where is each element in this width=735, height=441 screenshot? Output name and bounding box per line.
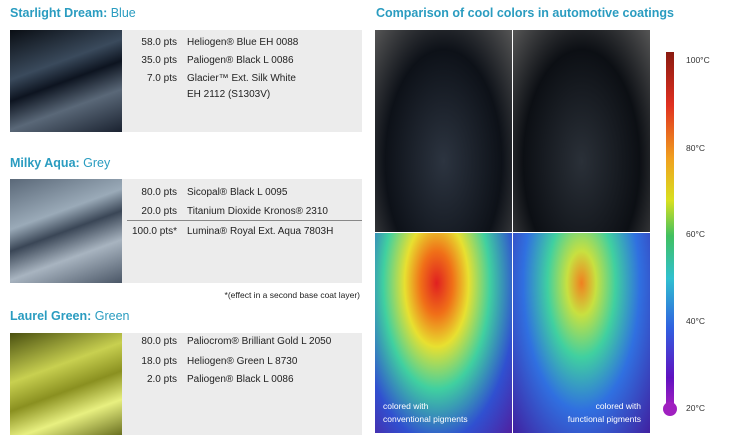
divider <box>127 220 362 221</box>
section-name: Laurel Green: <box>10 309 92 323</box>
photo-top-left <box>375 30 512 232</box>
swatch <box>10 30 122 132</box>
scale-label: 80°C <box>686 143 705 153</box>
scale-label: 100°C <box>686 55 710 65</box>
pigment: Paliogen® Black L 0086 <box>187 55 294 66</box>
pigment: Glacier™ Ext. Silk White <box>187 73 296 84</box>
pigment: Heliogen® Blue EH 0088 <box>187 37 299 48</box>
caption: functional pigments <box>567 414 641 424</box>
caption: colored with <box>383 401 429 411</box>
pigment: Paliogen® Black L 0086 <box>187 374 294 385</box>
pigment: Titanium Dioxide Kronos® 2310 <box>187 206 328 217</box>
pts: 18.0 pts <box>141 356 177 367</box>
section-name: Starlight Dream: <box>10 6 108 20</box>
pts: 35.0 pts <box>141 55 177 66</box>
color-scale <box>666 52 674 406</box>
pigment: EH 2112 (S1303V) <box>187 89 271 100</box>
pigment: Paliocrom® Brilliant Gold L 2050 <box>187 336 332 347</box>
pts: 2.0 pts <box>146 374 177 385</box>
section-shade: Green <box>91 309 130 323</box>
caption: colored with <box>595 401 641 411</box>
pts: 7.0 pts <box>146 73 177 84</box>
note: *(effect in a second base coat layer) <box>224 290 360 300</box>
pigment: Sicopal® Black L 0095 <box>187 187 288 198</box>
pts: 100.0 pts* <box>131 226 177 237</box>
swatch <box>10 333 122 435</box>
scale-label: 40°C <box>686 316 705 326</box>
photo-top-right <box>513 30 650 232</box>
section-title: Starlight Dream: Blue <box>10 6 136 20</box>
section-title: Laurel Green: Green <box>10 309 130 323</box>
swatch <box>10 179 122 283</box>
section-name: Milky Aqua: <box>10 156 80 170</box>
section-title: Milky Aqua: Grey <box>10 156 110 170</box>
pts: 20.0 pts <box>141 206 177 217</box>
caption: conventional pigments <box>383 414 468 424</box>
thermal-right <box>513 233 650 433</box>
scale-label: 60°C <box>686 229 705 239</box>
pts: 80.0 pts <box>141 187 177 198</box>
pts: 80.0 pts <box>141 336 177 347</box>
scale-bulb <box>663 402 677 416</box>
scale-label: 20°C <box>686 403 705 413</box>
comparison-title: Comparison of cool colors in automotive … <box>376 6 674 20</box>
section-shade: Grey <box>79 156 111 170</box>
thermal-left <box>375 233 512 433</box>
pigment: Lumina® Royal Ext. Aqua 7803H <box>187 226 334 237</box>
pts: 58.0 pts <box>141 37 177 48</box>
section-shade: Blue <box>107 6 136 20</box>
pigment: Heliogen® Green L 8730 <box>187 356 298 367</box>
